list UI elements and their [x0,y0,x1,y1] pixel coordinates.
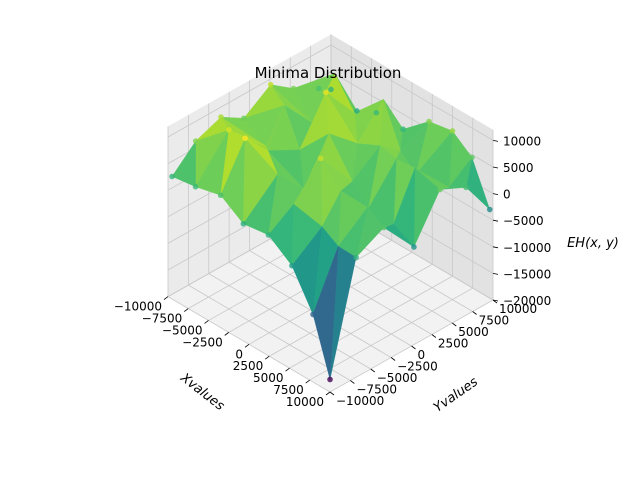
y-tick-label: 5000 [458,325,489,339]
x-tick-label: 10000 [286,395,324,409]
surface-facet [171,140,196,188]
scatter-point [192,183,199,190]
scatter-point [267,81,274,88]
scatter-point [469,154,475,161]
grid-line-z [330,44,494,141]
x-tick-mark [265,355,270,360]
y-tick-mark [350,380,355,384]
scatter-point [226,127,232,133]
scatter-point [289,262,295,269]
scatter-point [354,108,360,114]
z-axis-label: EH(x, y) [567,236,619,251]
x-tick-label: 2500 [233,359,264,373]
z-tick-label: −5000 [503,214,544,228]
x-tick-label: 5000 [253,371,284,385]
x-tick-mark [163,296,169,300]
y-tick-mark [431,334,437,338]
y-tick-label: −2500 [397,360,438,374]
x-tick-label: −7500 [142,312,183,326]
z-tick-mark [492,140,499,142]
x-tick-mark [224,332,229,336]
y-tick-mark [370,368,375,373]
x-tick-label: −10000 [114,300,162,314]
scatter-point [463,184,469,191]
z-tick-label: 10000 [503,134,541,148]
grid-line-y [208,273,371,370]
scatter-point [317,155,324,162]
scatter-point [381,224,387,231]
grid-line-y [228,261,392,358]
z-tick-mark [492,219,499,222]
x-tick-mark [244,343,250,348]
scatter-point [217,192,224,199]
x-tick-mark [204,320,209,324]
x-tick-label: 0 [235,347,243,361]
y-tick-label: 7500 [479,314,510,328]
scatter-point [437,186,443,193]
y-tick-label: −10000 [336,394,384,408]
scatter-point [353,254,359,261]
surface-facet [312,246,339,380]
z-tick-mark [492,166,499,169]
scatter-point [327,376,333,383]
grid-line-y [188,284,351,381]
z-tick-mark [492,299,499,302]
y-axis-label: Yvalues [431,374,481,415]
z-tick-mark [492,193,499,195]
scatter-point [426,118,432,125]
scatter-point [400,126,406,133]
z-tick-label: 5000 [503,161,534,175]
scatter-point [373,109,380,116]
z-tick-label: −20000 [503,294,551,308]
y-tick-label: 10000 [499,302,537,316]
scatter-point [315,85,322,92]
scatter-point [411,244,417,250]
y-tick-label: 2500 [438,337,469,351]
scatter-points [169,81,493,383]
z-tick-label: −10000 [503,241,551,255]
x-tick-mark [184,308,189,312]
grid-line-z [167,44,332,138]
x-tick-mark [285,367,290,372]
y-tick-label: 0 [418,348,426,362]
x-tick-label: −5000 [162,323,203,337]
scatter-point [240,220,247,227]
scatter-point [323,89,329,96]
z-tick-label: 0 [503,188,511,202]
x-tick-mark [305,379,310,384]
scatter-point [486,206,493,213]
y-tick-mark [390,357,396,361]
y-tick-mark [452,322,457,327]
scatter-point [169,173,175,180]
chart-title: Minima Distribution [255,64,402,82]
scatter-point [218,114,224,120]
x-axis-label: Xvalues [177,370,228,414]
y-tick-mark [411,345,416,350]
scatter-point [240,115,247,122]
x-tick-mark [325,391,331,396]
z-tick-mark [492,246,499,249]
y-tick-mark [472,311,477,315]
z-tick-mark [492,273,499,275]
scatter-point [449,128,456,134]
y-tick-label: −7500 [356,383,397,397]
scatter-point [242,135,248,142]
x-tick-label: −2500 [182,335,223,349]
x-tick-label: 7500 [273,383,304,397]
surface-mesh [171,73,490,380]
scatter-point [328,86,334,93]
y-tick-mark [329,391,335,396]
z-tick-label: −15000 [503,267,551,281]
scatter-point [310,311,316,318]
axis-ticks: −10000−7500−5000−2500025005000750010000−… [114,134,551,409]
scatter-point [192,138,199,144]
scatter-point [290,85,297,92]
scatter-point [265,232,272,238]
y-tick-label: −5000 [377,371,418,385]
